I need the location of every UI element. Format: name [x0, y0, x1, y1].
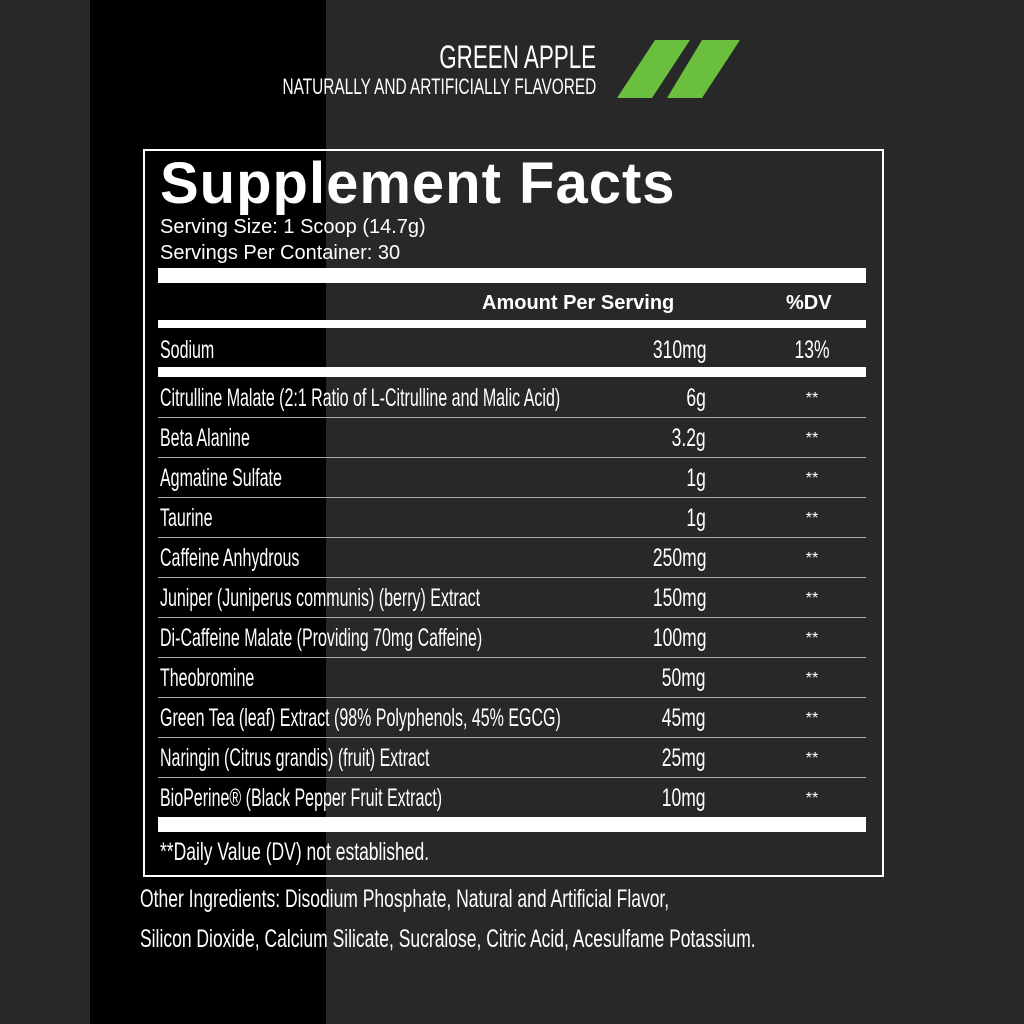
other-ingredients-line-1: Other Ingredients: Disodium Phosphate, N… [140, 885, 670, 913]
row-divider [158, 657, 866, 658]
ingredient-amount: 150mg [652, 584, 706, 612]
divider-thick [158, 817, 866, 832]
divider-medium [158, 320, 866, 328]
ingredient-row: Juniper (Juniperus communis) (berry) Ext… [158, 578, 866, 618]
ingredient-name: Juniper (Juniperus communis) (berry) Ext… [160, 584, 481, 612]
ingredient-amount: 1g [686, 504, 706, 532]
row-divider [158, 417, 866, 418]
row-divider [158, 697, 866, 698]
ingredient-row: Di-Caffeine Malate (Providing 70mg Caffe… [158, 618, 866, 658]
flavor-name: GREEN APPLE [439, 39, 596, 75]
row-divider [158, 457, 866, 458]
header-dv: %DV [786, 292, 832, 314]
stripes-icon [617, 40, 740, 98]
supplement-facts-panel [143, 149, 884, 877]
serving-size: Serving Size: 1 Scoop (14.7g) [160, 216, 426, 238]
row-divider [158, 577, 866, 578]
sodium-row: Sodium 310mg 13% [158, 330, 866, 370]
ingredient-name: Green Tea (leaf) Extract (98% Polyphenol… [160, 704, 561, 732]
flavor-note: NATURALLY AND ARTIFICIALLY FLAVORED [282, 74, 596, 99]
ingredient-dv: ** [805, 430, 819, 447]
ingredient-dv: ** [805, 510, 819, 527]
ingredient-amount: 50mg [662, 664, 706, 692]
row-divider [158, 537, 866, 538]
nutrient-dv: 13% [794, 336, 830, 364]
ingredient-dv: ** [805, 390, 819, 407]
ingredient-dv: ** [805, 590, 819, 607]
other-ingredients-line-2: Silicon Dioxide, Calcium Silicate, Sucra… [140, 925, 756, 953]
ingredient-dv: ** [805, 670, 819, 687]
ingredient-dv: ** [805, 710, 819, 727]
ingredient-row: Green Tea (leaf) Extract (98% Polyphenol… [158, 698, 866, 738]
logo-band [90, 0, 326, 1024]
ingredient-dv: ** [805, 550, 819, 567]
row-divider [158, 617, 866, 618]
divider-thick [158, 268, 866, 283]
ingredient-amount: 1g [686, 464, 706, 492]
ingredient-amount: 3.2g [671, 424, 706, 452]
ingredient-row: Caffeine Anhydrous 250mg ** [158, 538, 866, 578]
facts-title: Supplement Facts [160, 151, 676, 216]
ingredient-dv: ** [805, 630, 819, 647]
ingredient-name: Beta Alanine [160, 424, 250, 452]
ingredient-amount: 10mg [662, 784, 706, 812]
ingredient-name: Di-Caffeine Malate (Providing 70mg Caffe… [160, 624, 483, 652]
ingredient-row: Naringin (Citrus grandis) (fruit) Extrac… [158, 738, 866, 778]
ingredient-amount: 250mg [652, 544, 706, 572]
ingredient-amount: 45mg [662, 704, 706, 732]
ingredient-row: Theobromine 50mg ** [158, 658, 866, 698]
ingredient-row: Taurine 1g ** [158, 498, 866, 538]
ingredient-amount: 25mg [662, 744, 706, 772]
ingredient-name: Naringin (Citrus grandis) (fruit) Extrac… [160, 744, 430, 772]
ingredient-name: Theobromine [160, 664, 255, 692]
nutrient-amount: 310mg [652, 336, 706, 364]
ingredient-row: Agmatine Sulfate 1g ** [158, 458, 866, 498]
ingredient-name: Agmatine Sulfate [160, 464, 282, 492]
ingredient-row: Citrulline Malate (2:1 Ratio of L-Citrul… [158, 378, 866, 418]
footnote: **Daily Value (DV) not established. [160, 838, 430, 866]
ingredient-dv: ** [805, 470, 819, 487]
ingredient-row: Beta Alanine 3.2g ** [158, 418, 866, 458]
ingredient-dv: ** [805, 790, 819, 807]
servings-per-container: Servings Per Container: 30 [160, 242, 401, 264]
ingredient-amount: 100mg [652, 624, 706, 652]
divider-thick [158, 367, 866, 377]
ingredient-dv: ** [805, 750, 819, 767]
row-divider [158, 497, 866, 498]
ingredient-amount: 6g [686, 384, 706, 412]
nutrient-name: Sodium [160, 336, 215, 364]
header-amount: Amount Per Serving [482, 292, 675, 314]
row-divider [158, 777, 866, 778]
ingredient-name: Caffeine Anhydrous [160, 544, 300, 572]
ingredient-name: Taurine [160, 504, 213, 532]
ingredient-name: Citrulline Malate (2:1 Ratio of L-Citrul… [160, 384, 561, 412]
row-divider [158, 737, 866, 738]
ingredient-name: BioPerine® (Black Pepper Fruit Extract) [160, 784, 443, 812]
ingredient-row: BioPerine® (Black Pepper Fruit Extract) … [158, 778, 866, 818]
